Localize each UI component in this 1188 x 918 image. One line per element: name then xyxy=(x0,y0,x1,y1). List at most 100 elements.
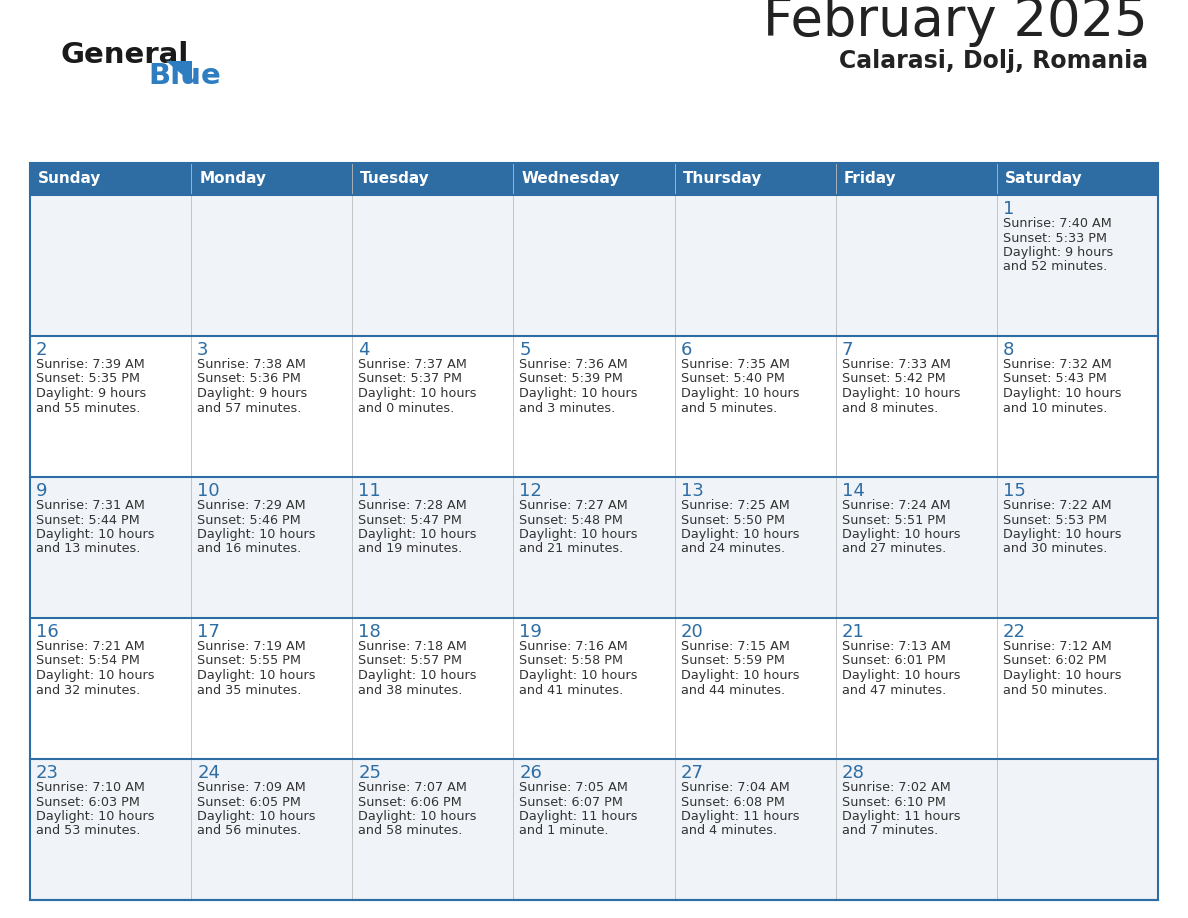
Text: 21: 21 xyxy=(842,623,865,641)
Text: Daylight: 10 hours: Daylight: 10 hours xyxy=(1003,528,1121,541)
Text: Daylight: 10 hours: Daylight: 10 hours xyxy=(36,669,154,682)
Text: Sunrise: 7:40 AM: Sunrise: 7:40 AM xyxy=(1003,217,1112,230)
Text: Daylight: 10 hours: Daylight: 10 hours xyxy=(197,810,316,823)
Text: and 44 minutes.: and 44 minutes. xyxy=(681,684,785,697)
Text: Saturday: Saturday xyxy=(1005,172,1082,186)
Text: Sunset: 5:43 PM: Sunset: 5:43 PM xyxy=(1003,373,1107,386)
Text: 12: 12 xyxy=(519,482,542,500)
Text: Daylight: 11 hours: Daylight: 11 hours xyxy=(842,810,960,823)
Text: Daylight: 11 hours: Daylight: 11 hours xyxy=(519,810,638,823)
Text: Sunset: 6:03 PM: Sunset: 6:03 PM xyxy=(36,796,140,809)
Text: 5: 5 xyxy=(519,341,531,359)
Text: Sunset: 5:40 PM: Sunset: 5:40 PM xyxy=(681,373,784,386)
Text: 26: 26 xyxy=(519,764,542,782)
Text: Sunrise: 7:36 AM: Sunrise: 7:36 AM xyxy=(519,358,628,371)
Text: 28: 28 xyxy=(842,764,865,782)
Text: Sunset: 5:53 PM: Sunset: 5:53 PM xyxy=(1003,513,1107,527)
Text: Sunrise: 7:33 AM: Sunrise: 7:33 AM xyxy=(842,358,950,371)
Text: Daylight: 10 hours: Daylight: 10 hours xyxy=(519,528,638,541)
Text: Sunrise: 7:16 AM: Sunrise: 7:16 AM xyxy=(519,640,628,653)
Text: Daylight: 10 hours: Daylight: 10 hours xyxy=(359,387,476,400)
Text: Sunrise: 7:25 AM: Sunrise: 7:25 AM xyxy=(681,499,789,512)
Text: Sunrise: 7:13 AM: Sunrise: 7:13 AM xyxy=(842,640,950,653)
Text: and 30 minutes.: and 30 minutes. xyxy=(1003,543,1107,555)
Polygon shape xyxy=(166,61,192,83)
Text: Sunrise: 7:05 AM: Sunrise: 7:05 AM xyxy=(519,781,628,794)
Text: 9: 9 xyxy=(36,482,48,500)
Text: Wednesday: Wednesday xyxy=(522,172,620,186)
Bar xyxy=(30,477,1158,618)
Text: Sunset: 6:10 PM: Sunset: 6:10 PM xyxy=(842,796,946,809)
Text: 20: 20 xyxy=(681,623,703,641)
Text: Daylight: 9 hours: Daylight: 9 hours xyxy=(36,387,146,400)
Text: and 38 minutes.: and 38 minutes. xyxy=(359,684,462,697)
Text: Daylight: 10 hours: Daylight: 10 hours xyxy=(842,528,960,541)
Text: Daylight: 11 hours: Daylight: 11 hours xyxy=(681,810,800,823)
Text: 18: 18 xyxy=(359,623,381,641)
Text: Sunrise: 7:29 AM: Sunrise: 7:29 AM xyxy=(197,499,305,512)
Text: 22: 22 xyxy=(1003,623,1026,641)
Text: Friday: Friday xyxy=(843,172,896,186)
Text: Daylight: 10 hours: Daylight: 10 hours xyxy=(1003,387,1121,400)
Text: Daylight: 10 hours: Daylight: 10 hours xyxy=(842,669,960,682)
Text: Sunset: 5:46 PM: Sunset: 5:46 PM xyxy=(197,513,301,527)
Text: and 27 minutes.: and 27 minutes. xyxy=(842,543,946,555)
Text: and 4 minutes.: and 4 minutes. xyxy=(681,824,777,837)
Text: Blue: Blue xyxy=(148,62,221,90)
Text: Daylight: 10 hours: Daylight: 10 hours xyxy=(842,387,960,400)
Bar xyxy=(675,163,835,195)
Text: and 32 minutes.: and 32 minutes. xyxy=(36,684,140,697)
Text: Sunrise: 7:35 AM: Sunrise: 7:35 AM xyxy=(681,358,790,371)
Text: Daylight: 10 hours: Daylight: 10 hours xyxy=(197,669,316,682)
Text: 17: 17 xyxy=(197,623,220,641)
Text: Thursday: Thursday xyxy=(683,172,762,186)
Text: and 13 minutes.: and 13 minutes. xyxy=(36,543,140,555)
Text: 25: 25 xyxy=(359,764,381,782)
Text: and 24 minutes.: and 24 minutes. xyxy=(681,543,785,555)
Text: Daylight: 9 hours: Daylight: 9 hours xyxy=(1003,246,1113,259)
Text: Sunrise: 7:37 AM: Sunrise: 7:37 AM xyxy=(359,358,467,371)
Text: Sunrise: 7:31 AM: Sunrise: 7:31 AM xyxy=(36,499,145,512)
Text: and 19 minutes.: and 19 minutes. xyxy=(359,543,462,555)
Text: Daylight: 10 hours: Daylight: 10 hours xyxy=(359,810,476,823)
Text: 15: 15 xyxy=(1003,482,1025,500)
Bar xyxy=(30,163,191,195)
Text: Sunrise: 7:18 AM: Sunrise: 7:18 AM xyxy=(359,640,467,653)
Bar xyxy=(30,163,1158,900)
Text: and 41 minutes.: and 41 minutes. xyxy=(519,684,624,697)
Text: and 8 minutes.: and 8 minutes. xyxy=(842,401,939,415)
Bar xyxy=(835,163,997,195)
Text: 14: 14 xyxy=(842,482,865,500)
Text: Monday: Monday xyxy=(200,172,266,186)
Text: Sunset: 6:02 PM: Sunset: 6:02 PM xyxy=(1003,655,1106,667)
Text: Sunrise: 7:22 AM: Sunrise: 7:22 AM xyxy=(1003,499,1112,512)
Text: and 35 minutes.: and 35 minutes. xyxy=(197,684,302,697)
Text: and 5 minutes.: and 5 minutes. xyxy=(681,401,777,415)
Text: Sunset: 5:59 PM: Sunset: 5:59 PM xyxy=(681,655,784,667)
Text: 1: 1 xyxy=(1003,200,1015,218)
Text: Sunset: 5:57 PM: Sunset: 5:57 PM xyxy=(359,655,462,667)
Text: Sunset: 5:50 PM: Sunset: 5:50 PM xyxy=(681,513,784,527)
Text: Sunrise: 7:24 AM: Sunrise: 7:24 AM xyxy=(842,499,950,512)
Text: and 10 minutes.: and 10 minutes. xyxy=(1003,401,1107,415)
Text: Sunset: 5:51 PM: Sunset: 5:51 PM xyxy=(842,513,946,527)
Text: 13: 13 xyxy=(681,482,703,500)
Text: 7: 7 xyxy=(842,341,853,359)
Text: Daylight: 10 hours: Daylight: 10 hours xyxy=(519,669,638,682)
Text: Daylight: 10 hours: Daylight: 10 hours xyxy=(359,669,476,682)
Bar xyxy=(30,195,1158,336)
Text: Daylight: 10 hours: Daylight: 10 hours xyxy=(1003,669,1121,682)
Text: Sunrise: 7:39 AM: Sunrise: 7:39 AM xyxy=(36,358,145,371)
Bar xyxy=(353,163,513,195)
Text: and 3 minutes.: and 3 minutes. xyxy=(519,401,615,415)
Text: and 16 minutes.: and 16 minutes. xyxy=(197,543,302,555)
Text: Sunset: 5:55 PM: Sunset: 5:55 PM xyxy=(197,655,301,667)
Text: Sunrise: 7:02 AM: Sunrise: 7:02 AM xyxy=(842,781,950,794)
Text: Sunrise: 7:09 AM: Sunrise: 7:09 AM xyxy=(197,781,305,794)
Text: Sunset: 5:39 PM: Sunset: 5:39 PM xyxy=(519,373,624,386)
Text: and 58 minutes.: and 58 minutes. xyxy=(359,824,462,837)
Text: Calarasi, Dolj, Romania: Calarasi, Dolj, Romania xyxy=(839,49,1148,73)
Text: 27: 27 xyxy=(681,764,703,782)
Text: Sunrise: 7:15 AM: Sunrise: 7:15 AM xyxy=(681,640,790,653)
Text: Daylight: 9 hours: Daylight: 9 hours xyxy=(197,387,308,400)
